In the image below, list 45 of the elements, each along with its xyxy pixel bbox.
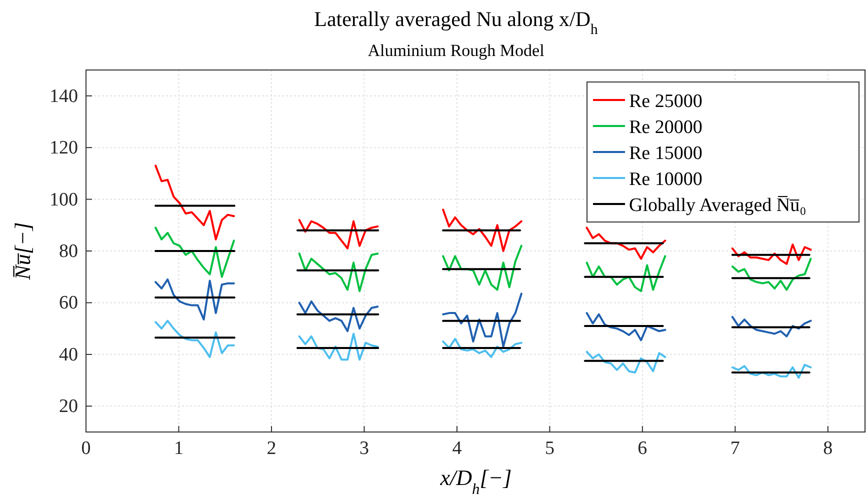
line-series (442, 208, 522, 252)
line-series (442, 244, 522, 291)
legend-label: Re 25000 (629, 91, 702, 112)
line-series (442, 338, 522, 358)
x-tick-label: 5 (544, 438, 554, 459)
line-series (731, 258, 812, 291)
legend-label: Globally Averaged N̅u̅₀ (629, 195, 806, 216)
chart-title: Laterally averaged Nu along x/D$_{h}$ (314, 7, 599, 38)
y-axis-title: N̅u̅[−] (10, 222, 35, 281)
x-tick-label: 8 (823, 438, 833, 459)
y-tick-label: 40 (59, 344, 78, 366)
x-tick-label: 4 (452, 438, 462, 459)
line-series (586, 255, 666, 292)
legend-label: Re 10000 (629, 169, 702, 190)
y-tick-label: 60 (59, 292, 78, 314)
x-tick-label: 0 (81, 438, 91, 459)
legend-label: Re 15000 (629, 143, 702, 164)
line-series (298, 218, 379, 250)
y-tick-label: 20 (59, 396, 78, 418)
line-series (298, 252, 379, 292)
line-series (586, 226, 666, 260)
line-series (731, 364, 812, 379)
line-series (586, 312, 666, 342)
x-tick-label: 7 (730, 438, 740, 459)
line-series (586, 350, 666, 374)
y-tick-label: 80 (59, 241, 78, 262)
x-tick-label: 3 (359, 438, 369, 459)
legend-label: Re 20000 (629, 117, 702, 138)
x-axis-title: x/D$_{h}$[−] (439, 465, 512, 498)
line-series (731, 244, 812, 265)
x-tick-label: 1 (174, 438, 184, 459)
chart-subtitle: Aluminium Rough Model (368, 41, 545, 60)
y-tick-label: 140 (50, 86, 78, 107)
y-tick-label: 100 (50, 189, 78, 210)
y-tick-label: 120 (50, 138, 78, 159)
line-series (731, 316, 812, 338)
line-series (154, 320, 235, 358)
line-series (298, 332, 379, 361)
line-series (154, 164, 235, 240)
line-series (154, 278, 235, 321)
x-tick-label: 2 (266, 438, 276, 459)
line-series (298, 300, 379, 332)
line-series (154, 226, 235, 278)
x-tick-label: 6 (638, 438, 648, 459)
line-series (442, 292, 522, 348)
